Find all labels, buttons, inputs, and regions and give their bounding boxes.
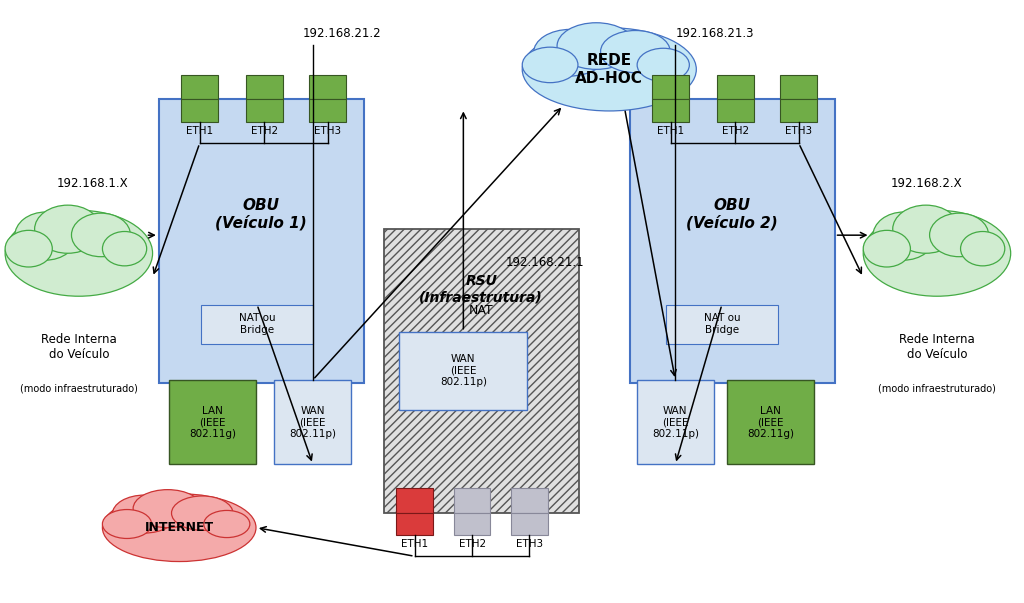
Bar [181, 75, 218, 99]
Text: 192.168.2.X: 192.168.2.X [891, 177, 963, 191]
Text: ETH3: ETH3 [314, 126, 341, 136]
Text: 192.168.21.3: 192.168.21.3 [676, 27, 755, 40]
Text: OBU
(Veículo 1): OBU (Veículo 1) [215, 198, 307, 230]
Text: NAT ou
Bridge: NAT ou Bridge [703, 314, 740, 335]
Ellipse shape [102, 494, 256, 561]
Text: 192.168.21.1: 192.168.21.1 [506, 256, 585, 269]
Bar [384, 229, 579, 513]
Text: LAN
(IEEE
802.11g): LAN (IEEE 802.11g) [189, 405, 236, 439]
Ellipse shape [102, 232, 146, 266]
Bar [652, 75, 689, 99]
Ellipse shape [14, 212, 77, 260]
Text: Rede Interna
do Veículo: Rede Interna do Veículo [41, 333, 117, 361]
Bar [396, 513, 433, 535]
Ellipse shape [872, 212, 935, 260]
Ellipse shape [133, 490, 202, 528]
Text: ETH3: ETH3 [516, 539, 543, 549]
Text: WAN
(IEEE
802.11p): WAN (IEEE 802.11p) [290, 405, 336, 439]
Ellipse shape [637, 48, 689, 81]
Bar [666, 305, 778, 344]
Text: OBU
(Veículo 2): OBU (Veículo 2) [686, 198, 778, 230]
Ellipse shape [102, 510, 152, 538]
Text: NAT: NAT [469, 304, 494, 317]
Text: LAN
(IEEE
802.11g): LAN (IEEE 802.11g) [748, 405, 794, 439]
Ellipse shape [557, 23, 635, 69]
Bar [309, 75, 346, 99]
Bar [181, 99, 218, 122]
Bar [246, 75, 283, 99]
Text: 192.168.21.2: 192.168.21.2 [303, 27, 381, 40]
Text: NAT ou
Bridge: NAT ou Bridge [239, 314, 275, 335]
Bar [717, 99, 754, 122]
Text: INTERNET: INTERNET [144, 521, 214, 534]
Text: ETH2: ETH2 [251, 126, 278, 136]
Ellipse shape [522, 47, 578, 83]
Bar [727, 380, 814, 464]
Text: 192.168.1.X: 192.168.1.X [56, 177, 128, 191]
Ellipse shape [171, 496, 233, 531]
Bar [780, 99, 817, 122]
Ellipse shape [204, 510, 250, 538]
Ellipse shape [600, 31, 670, 73]
Bar [511, 513, 548, 535]
Text: RSU
(Infraestrutura): RSU (Infraestrutura) [420, 274, 543, 305]
Bar [637, 380, 714, 464]
Ellipse shape [72, 213, 130, 257]
Text: WAN
(IEEE
802.11p): WAN (IEEE 802.11p) [440, 354, 486, 388]
Ellipse shape [961, 232, 1005, 266]
Text: ETH3: ETH3 [785, 126, 812, 136]
Bar [159, 99, 364, 383]
Bar [396, 488, 433, 513]
Text: WAN
(IEEE
802.11p): WAN (IEEE 802.11p) [652, 405, 698, 439]
Text: REDE
AD-HOC: REDE AD-HOC [575, 53, 643, 86]
Ellipse shape [5, 230, 52, 267]
Bar [399, 332, 527, 410]
Bar [652, 99, 689, 122]
Ellipse shape [5, 210, 153, 296]
Bar [511, 488, 548, 513]
Ellipse shape [863, 230, 910, 267]
Text: ETH2: ETH2 [459, 539, 485, 549]
Ellipse shape [930, 213, 988, 257]
Ellipse shape [863, 210, 1011, 296]
Text: (modo infraestruturado): (modo infraestruturado) [878, 384, 996, 394]
Bar [274, 380, 351, 464]
Bar [201, 305, 313, 344]
Text: ETH1: ETH1 [186, 126, 213, 136]
Text: ETH2: ETH2 [722, 126, 749, 136]
Ellipse shape [534, 30, 606, 76]
Bar [169, 380, 256, 464]
Bar [454, 513, 490, 535]
Ellipse shape [893, 205, 959, 253]
Bar [630, 99, 835, 383]
Bar [780, 75, 817, 99]
Text: ETH1: ETH1 [401, 539, 428, 549]
Bar [717, 75, 754, 99]
Text: (modo infraestruturado): (modo infraestruturado) [19, 384, 138, 394]
Ellipse shape [35, 205, 101, 253]
Text: ETH1: ETH1 [657, 126, 684, 136]
Ellipse shape [522, 28, 696, 111]
Ellipse shape [113, 495, 177, 533]
Bar [454, 488, 490, 513]
Text: Rede Interna
do Veículo: Rede Interna do Veículo [899, 333, 975, 361]
Bar [246, 99, 283, 122]
Bar [309, 99, 346, 122]
